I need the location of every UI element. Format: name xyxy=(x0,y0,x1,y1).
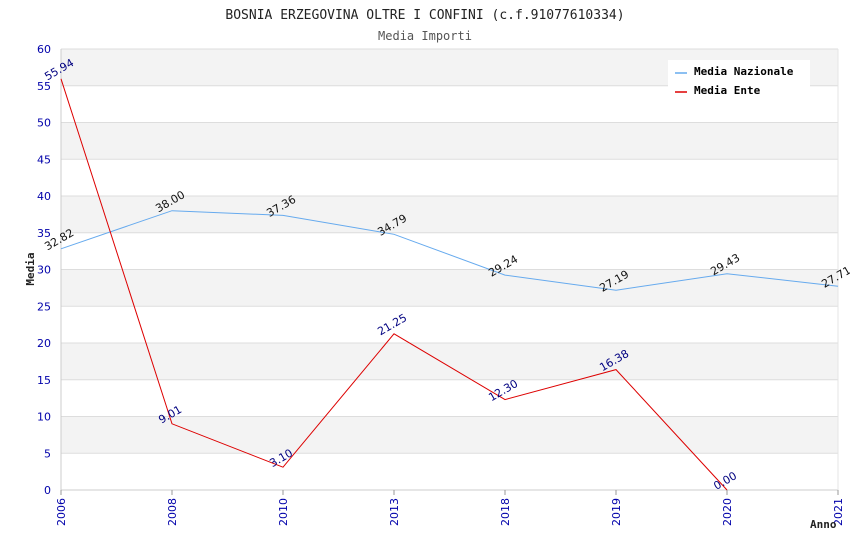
chart-title: BOSNIA ERZEGOVINA OLTRE I CONFINI (c.f.9… xyxy=(225,8,624,23)
x-tick-label: 2006 xyxy=(55,498,68,526)
y-tick-label: 30 xyxy=(37,264,51,277)
y-tick-label: 55 xyxy=(37,80,51,93)
y-tick-label: 0 xyxy=(44,484,51,497)
x-tick-label: 2018 xyxy=(499,498,512,526)
x-tick-label: 2010 xyxy=(277,498,290,526)
legend: Media Nazionale Media Ente xyxy=(668,60,810,107)
series-line xyxy=(60,78,728,491)
grid-band xyxy=(61,416,838,454)
y-tick-label: 45 xyxy=(37,153,51,166)
grid-bands xyxy=(61,49,838,454)
data-label: 21.25 xyxy=(375,311,409,338)
x-tick-label: 2008 xyxy=(166,498,179,526)
legend-label-media-nazionale: Media Nazionale xyxy=(694,65,794,78)
legend-label-media-ente: Media Ente xyxy=(694,84,761,97)
grid-band xyxy=(61,122,838,160)
y-tick-label: 10 xyxy=(37,411,51,424)
y-tick-label: 5 xyxy=(44,447,51,460)
series-group xyxy=(60,78,839,491)
x-tick-label: 2019 xyxy=(610,498,623,526)
y-tick-labels: 0 5 10 15 20 25 30 35 40 45 50 55 60 xyxy=(37,43,51,497)
y-tick-label: 50 xyxy=(37,117,51,130)
y-tick-label: 20 xyxy=(37,337,51,350)
legend-box xyxy=(668,60,810,107)
x-tick-label: 2021 xyxy=(832,498,845,526)
y-tick-label: 25 xyxy=(37,300,51,313)
chart-subtitle: Media Importi xyxy=(378,29,472,43)
series-line xyxy=(60,210,839,291)
grid-band xyxy=(61,196,838,233)
data-label: 0.00 xyxy=(711,469,739,493)
y-tick-label: 35 xyxy=(37,227,51,240)
x-tick-label: 2020 xyxy=(721,498,734,526)
grid-band xyxy=(61,343,838,380)
x-tick-labels: 2006 2008 2010 2013 2018 2019 2020 2021 xyxy=(55,498,845,526)
y-tick-label: 40 xyxy=(37,190,51,203)
x-tick-label: 2013 xyxy=(388,498,401,526)
x-axis-label: Anno xyxy=(810,518,837,531)
y-axis-label: Media xyxy=(24,252,37,285)
y-tick-label: 60 xyxy=(37,43,51,56)
axes xyxy=(60,49,839,495)
grid-band xyxy=(61,269,838,307)
y-tick-label: 15 xyxy=(37,374,51,387)
grid-lines xyxy=(61,48,838,491)
data-label: 12.30 xyxy=(486,377,520,404)
